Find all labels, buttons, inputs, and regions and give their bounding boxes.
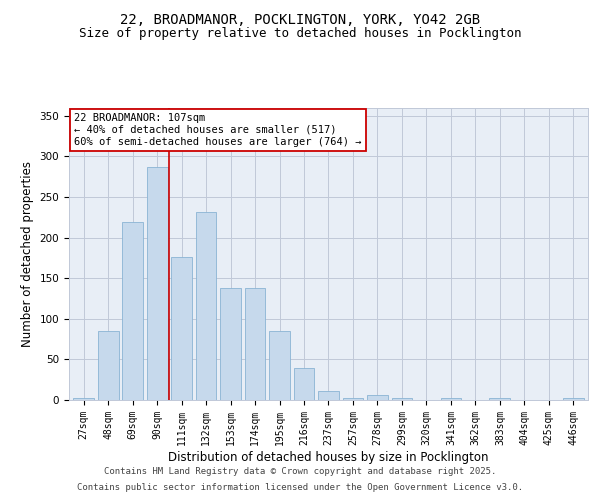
Text: Contains public sector information licensed under the Open Government Licence v3: Contains public sector information licen… <box>77 483 523 492</box>
Text: Contains HM Land Registry data © Crown copyright and database right 2025.: Contains HM Land Registry data © Crown c… <box>104 467 496 476</box>
Bar <box>245 288 265 400</box>
Text: 22, BROADMANOR, POCKLINGTON, YORK, YO42 2GB: 22, BROADMANOR, POCKLINGTON, YORK, YO42 … <box>120 12 480 26</box>
Bar <box>318 391 339 400</box>
Bar <box>98 331 119 400</box>
Bar <box>293 368 314 400</box>
Bar <box>171 257 192 400</box>
Bar <box>122 222 143 400</box>
Text: Size of property relative to detached houses in Pocklington: Size of property relative to detached ho… <box>79 28 521 40</box>
Bar <box>367 395 388 400</box>
Bar <box>147 167 167 400</box>
Bar <box>392 398 412 400</box>
Bar <box>73 398 94 400</box>
Bar <box>269 331 290 400</box>
Bar <box>196 212 217 400</box>
Bar <box>343 398 364 400</box>
X-axis label: Distribution of detached houses by size in Pocklington: Distribution of detached houses by size … <box>168 450 489 464</box>
Bar <box>563 398 584 400</box>
Bar <box>220 288 241 400</box>
Bar <box>440 398 461 400</box>
Text: 22 BROADMANOR: 107sqm
← 40% of detached houses are smaller (517)
60% of semi-det: 22 BROADMANOR: 107sqm ← 40% of detached … <box>74 114 362 146</box>
Bar <box>490 398 510 400</box>
Y-axis label: Number of detached properties: Number of detached properties <box>21 161 34 347</box>
